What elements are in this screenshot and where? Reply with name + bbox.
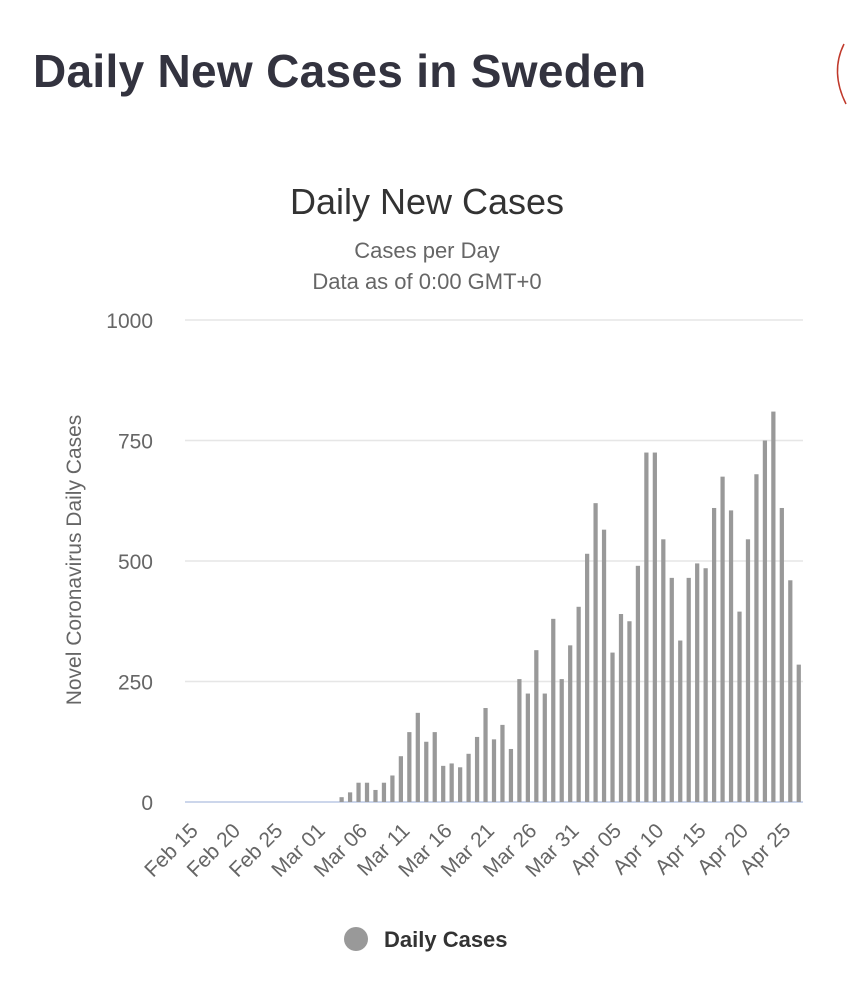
red-scribble-mark (836, 43, 847, 105)
bar[interactable] (601, 529, 607, 802)
bar[interactable] (356, 782, 361, 802)
bar[interactable] (424, 741, 429, 802)
bar[interactable] (559, 679, 564, 802)
page-title: Daily New Cases in Sweden (33, 45, 647, 97)
bar[interactable] (407, 732, 412, 802)
bar[interactable] (686, 577, 691, 802)
bar[interactable] (364, 782, 370, 802)
bar[interactable] (788, 580, 793, 802)
bar[interactable] (381, 782, 387, 802)
bar[interactable] (745, 539, 751, 802)
bar[interactable] (534, 650, 539, 802)
bar[interactable] (678, 640, 683, 802)
bar[interactable] (762, 440, 768, 803)
bar[interactable] (720, 476, 725, 802)
bar[interactable] (618, 614, 624, 802)
legend[interactable]: Daily Cases (344, 927, 508, 952)
y-tick-label: 500 (118, 551, 153, 574)
legend-marker (344, 927, 368, 951)
bar[interactable] (551, 618, 556, 802)
bar[interactable] (661, 539, 666, 802)
bar[interactable] (458, 767, 463, 802)
bar[interactable] (593, 503, 598, 802)
bar[interactable] (441, 765, 446, 802)
bar[interactable] (517, 679, 522, 802)
bar[interactable] (432, 732, 437, 802)
bar[interactable] (466, 753, 471, 802)
bar[interactable] (771, 411, 776, 802)
bar[interactable] (711, 507, 717, 802)
bar[interactable] (644, 452, 649, 802)
bar[interactable] (703, 568, 708, 802)
bar[interactable] (390, 775, 395, 802)
bar[interactable] (398, 756, 403, 802)
bar-series (339, 411, 801, 803)
bar[interactable] (339, 797, 344, 802)
bar[interactable] (542, 693, 547, 802)
bar[interactable] (508, 748, 514, 802)
grid-lines (185, 319, 803, 803)
y-tick-label: 250 (118, 672, 153, 695)
y-tick-label: 0 (141, 792, 153, 815)
bar[interactable] (754, 474, 759, 802)
bar[interactable] (474, 736, 480, 802)
bar[interactable] (635, 565, 641, 802)
y-axis-ticks: 0 250 500 750 1000 (106, 310, 153, 815)
bar[interactable] (695, 563, 700, 802)
bar[interactable] (627, 621, 632, 802)
bar[interactable] (585, 553, 590, 802)
bar[interactable] (483, 708, 488, 802)
bar[interactable] (525, 693, 530, 802)
bar[interactable] (779, 507, 784, 802)
chart-title: Daily New Cases (290, 181, 564, 222)
bar[interactable] (568, 645, 573, 802)
bar[interactable] (449, 763, 454, 802)
bar[interactable] (576, 606, 581, 802)
legend-label[interactable]: Daily Cases (384, 927, 508, 952)
bar[interactable] (737, 611, 742, 802)
bar[interactable] (669, 577, 674, 802)
y-tick-label: 750 (118, 431, 153, 454)
bar[interactable] (728, 510, 734, 802)
bar[interactable] (347, 792, 353, 802)
y-tick-label: 1000 (106, 310, 153, 333)
bar[interactable] (415, 712, 420, 802)
chart-subtitle: Cases per Day (354, 238, 500, 263)
bar[interactable] (500, 724, 505, 802)
bar[interactable] (373, 789, 378, 802)
bar[interactable] (652, 452, 657, 802)
bar[interactable] (796, 664, 801, 802)
bar[interactable] (610, 652, 615, 802)
bar[interactable] (491, 739, 497, 802)
chart-subtitle-date: Data as of 0:00 GMT+0 (312, 269, 541, 294)
y-axis-label: Novel Coronavirus Daily Cases (63, 415, 86, 706)
